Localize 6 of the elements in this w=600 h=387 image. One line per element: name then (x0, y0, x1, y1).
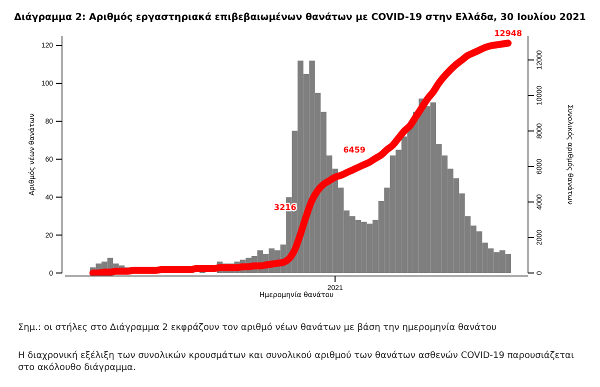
data-label: 3216 (274, 202, 297, 212)
chart-title: Διάγραμμα 2: Αριθμός εργαστηριακά επιβεβαιωμένων θανάτων με COVID-19 στην Ελλάδα, 30 Ιουλίου 2021 (14, 12, 586, 23)
data-label: 12948 (494, 29, 522, 38)
data-label: 6459 (343, 145, 366, 154)
text: Σημ.: οι στήλες στο Διάγραμμα 2 εκφράζουν τον αριθμό νέων θανάτων με βάση την ημερομηνία θανάτου (18, 322, 498, 334)
text: Η διαχρονική εξέλιξη των συνολικών κρουσμάτων και συνολικού αριθμού των θανάτων ασθενών COVID-19 παρουσιάζεται στο ακόλουθο διάγραμμα. (18, 350, 574, 374)
